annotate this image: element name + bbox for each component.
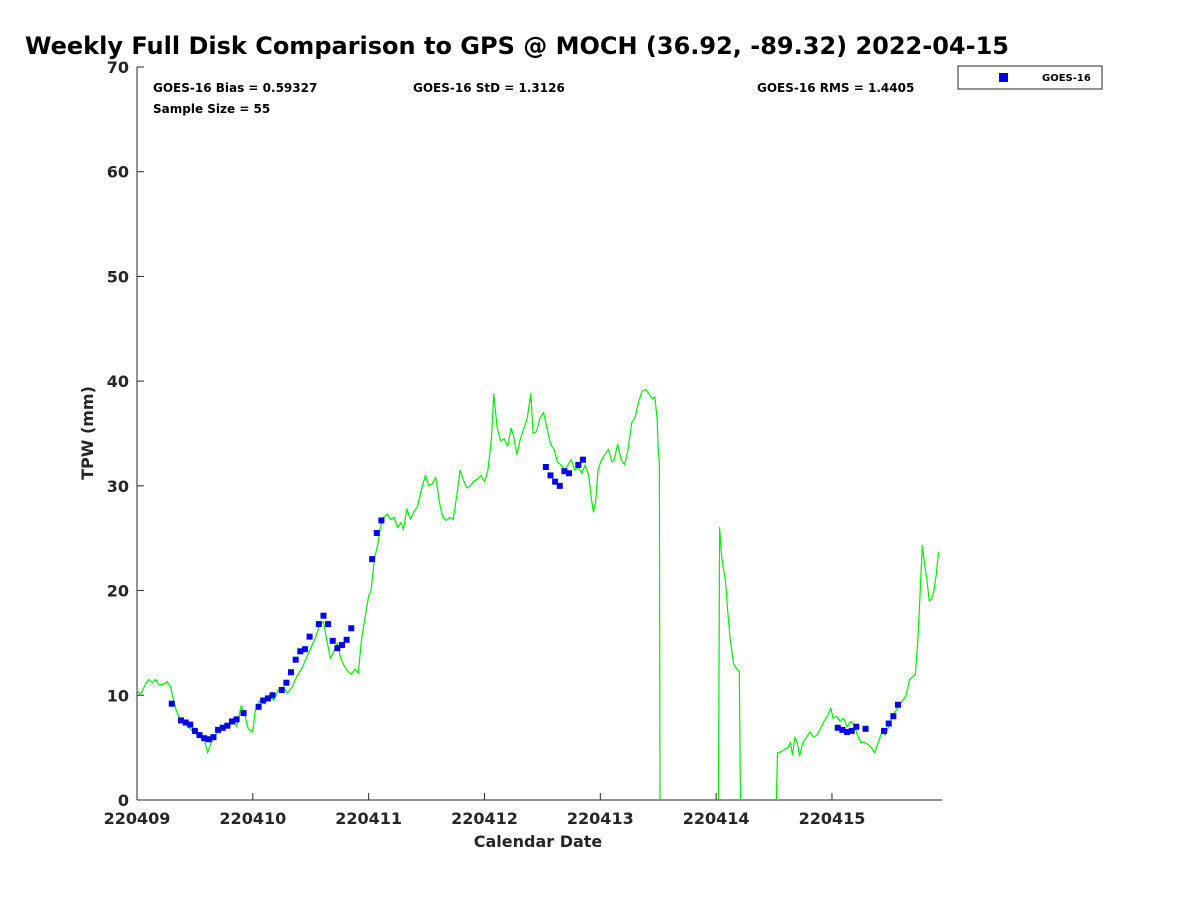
y-tick-label: 50 (107, 267, 129, 286)
goes16-marker (334, 645, 341, 652)
goes16-marker (343, 636, 350, 643)
goes16-marker (215, 726, 222, 733)
y-tick-label: 0 (118, 791, 129, 810)
goes16-marker (219, 724, 226, 731)
goes16-marker (201, 735, 208, 742)
goes16-marker (339, 642, 346, 649)
goes16-marker (844, 728, 851, 735)
goes16-marker (269, 692, 276, 699)
goes16-marker (240, 710, 247, 717)
goes16-marker (329, 637, 336, 644)
goes16-marker (881, 727, 888, 734)
goes16-marker (301, 646, 308, 653)
y-tick-label: 60 (107, 163, 129, 182)
goes16-marker (378, 517, 385, 524)
y-tick-label: 10 (107, 686, 129, 705)
goes16-marker (292, 656, 299, 663)
y-tick-label: 70 (107, 58, 129, 77)
goes16-marker (547, 472, 554, 479)
goes16-marker (168, 700, 175, 707)
legend-marker-goes16 (999, 73, 1008, 82)
y-ticks: 0 10 20 30 40 50 60 70 (107, 58, 144, 810)
y-axis-label: TPW (mm) (78, 386, 97, 480)
x-tick-label: 220414 (683, 809, 750, 828)
goes16-marker (288, 669, 295, 676)
goes16-marker (196, 732, 203, 739)
sample-size-stat: Sample Size = 55 (153, 102, 270, 116)
y-tick-label: 40 (107, 372, 129, 391)
goes16-marker (556, 482, 563, 489)
goes16-marker (191, 727, 198, 734)
goes16-marker (834, 724, 841, 731)
goes16-marker (205, 736, 212, 743)
std-stat: GOES-16 StD = 1.3126 (413, 81, 565, 95)
goes16-marker (373, 529, 380, 536)
goes16-marker (839, 726, 846, 733)
goes16-marker (894, 701, 901, 708)
gps-line-segment (136, 388, 661, 801)
x-tick-label: 220415 (799, 809, 866, 828)
x-axis-label: Calendar Date (474, 832, 603, 851)
goes16-marker (224, 722, 231, 729)
x-tick-label: 220412 (451, 809, 518, 828)
x-tick-label: 220409 (104, 809, 171, 828)
goes16-marker (278, 687, 285, 694)
goes16-series-markers (168, 456, 901, 743)
x-tick-label: 220413 (567, 809, 634, 828)
goes16-marker (561, 468, 568, 475)
x-ticks: 220409 220410 220411 220412 220413 220414 2204… (104, 793, 866, 828)
legend-label-goes16: GOES-16 (1042, 73, 1091, 84)
gps-line-segment (717, 527, 742, 801)
gps-line-segment (775, 544, 940, 801)
goes16-marker (187, 721, 194, 728)
goes16-marker (178, 717, 185, 724)
goes16-marker (552, 478, 559, 485)
goes16-marker (862, 725, 869, 732)
goes16-marker (325, 621, 332, 628)
goes16-marker (283, 679, 290, 686)
goes16-marker (890, 713, 897, 720)
legend-box (957, 65, 1103, 90)
axes-frame (136, 67, 942, 801)
goes16-marker (306, 633, 313, 640)
x-tick-label: 220410 (219, 809, 286, 828)
goes16-marker (315, 621, 322, 628)
y-tick-label: 20 (107, 582, 129, 601)
bias-stat: GOES-16 Bias = 0.59327 (153, 81, 317, 95)
goes16-marker (255, 703, 262, 710)
gps-series-line (136, 388, 940, 801)
goes16-marker (885, 720, 892, 727)
chart-title: Weekly Full Disk Comparison to GPS @ MOC… (25, 32, 1009, 60)
goes16-marker (264, 695, 271, 702)
legend: GOES-16 (957, 65, 1103, 90)
goes16-marker (260, 697, 267, 704)
goes16-marker (369, 556, 376, 563)
goes16-marker (210, 734, 217, 741)
goes16-marker (566, 470, 573, 477)
goes16-marker (348, 625, 355, 632)
x-tick-label: 220411 (335, 809, 402, 828)
goes16-marker (297, 648, 304, 655)
goes16-marker (579, 456, 586, 463)
goes16-marker (853, 723, 860, 730)
goes16-marker (542, 464, 549, 471)
goes16-marker (320, 612, 327, 619)
goes16-marker (233, 716, 240, 723)
goes16-marker (575, 461, 582, 468)
goes16-marker (228, 718, 235, 725)
y-tick-label: 30 (107, 477, 129, 496)
goes16-marker (848, 727, 855, 734)
goes16-marker (182, 719, 189, 726)
rms-stat: GOES-16 RMS = 1.4405 (757, 81, 914, 95)
